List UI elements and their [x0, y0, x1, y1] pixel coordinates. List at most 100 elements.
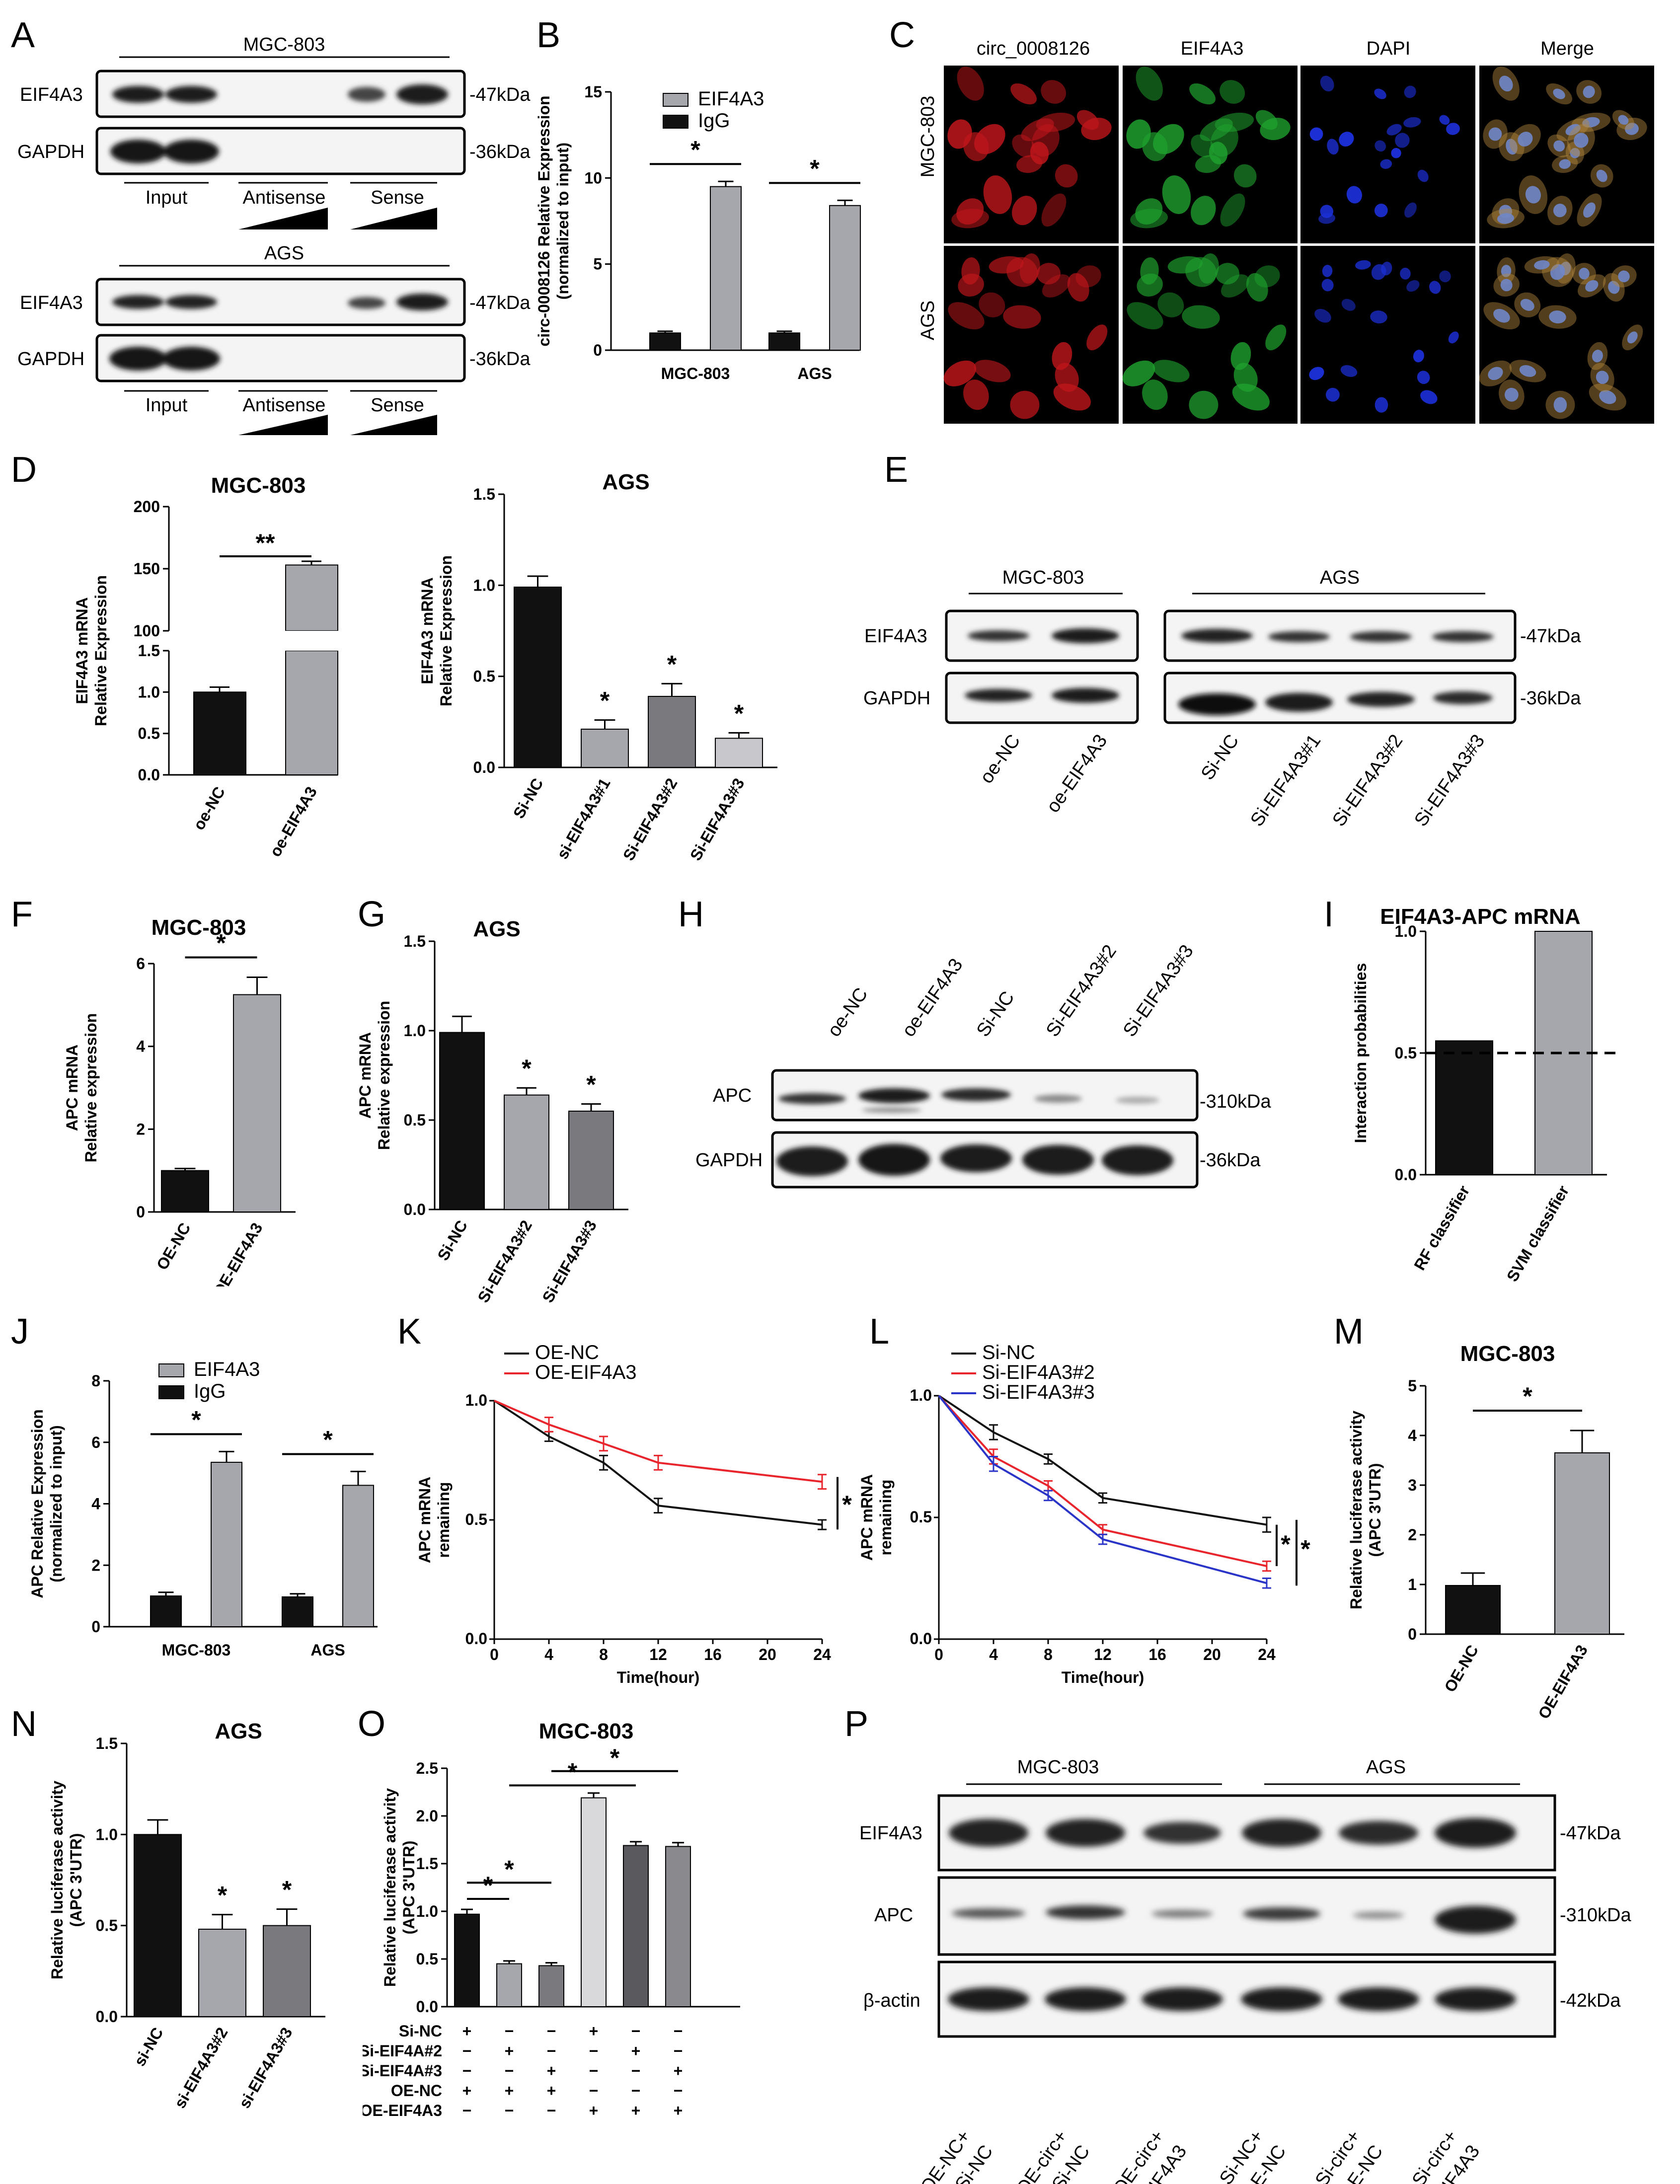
panel-a-mgc-sense-gradient [350, 208, 437, 229]
M-bar [1554, 1452, 1610, 1635]
M-y-tick-label: 5 [1408, 1377, 1417, 1395]
G-y-tick-label: 1.0 [404, 1022, 426, 1040]
K-legend-label: OE-EIF4A3 [535, 1361, 637, 1383]
panel-c-nucleus [1404, 202, 1417, 218]
panel-c-merge-nucleus [1608, 281, 1620, 294]
panel-h-mw1: -310kDa [1200, 1091, 1271, 1112]
G-title: AGS [473, 917, 520, 941]
J-x-tick-label: AGS [310, 1641, 345, 1659]
panel-c-cell [958, 273, 984, 297]
panel-c-cell [1041, 80, 1067, 104]
panel-c-cell [974, 124, 1005, 154]
panel-c-merge-nucleus [1618, 270, 1630, 283]
G-y-axis-label-line: APC mRNA [356, 1032, 374, 1119]
panel-c-cell [1152, 360, 1190, 382]
M-y-tick-label: 4 [1408, 1427, 1417, 1444]
panel-c-merge-nucleus [1579, 268, 1590, 280]
panel-a-mgc-mw2: -36kDa [469, 142, 531, 162]
chart-f: MGC-803 APC mRNARelative expression 0 2 4 6 OE… [63, 915, 296, 1286]
B-y-axis-label-line: (normalized to input) [554, 143, 572, 300]
panel-a-ags-cell-line: AGS [264, 243, 304, 264]
panel-a-ags-lane-antisense: Antisense [243, 395, 326, 416]
B-legend-swatch [663, 93, 688, 107]
F-significance: * [216, 929, 226, 957]
panel-a-ags-sense-gradient [350, 415, 437, 435]
O-condition-mark: − [505, 2062, 514, 2080]
panel-h-lane-2: oe-EIF4A3 [898, 955, 967, 1041]
panel-c-nucleus [1322, 265, 1333, 277]
N-y-tick-label: 1.5 [96, 1734, 118, 1752]
panel-c-nucleus [1314, 308, 1331, 323]
panel-c-cell [1167, 256, 1203, 274]
O-condition-mark: + [674, 2102, 683, 2119]
panel-c-merge-nucleus [1627, 331, 1638, 344]
D2-title: AGS [602, 470, 649, 494]
J-significance: * [191, 1406, 201, 1433]
F-bar [161, 1170, 209, 1213]
panel-h-mw2: -36kDa [1200, 1150, 1261, 1171]
O-condition-mark: − [631, 2082, 641, 2100]
F-x-tick-label: OE-NC [153, 1220, 194, 1273]
J-y-tick-label: 8 [91, 1372, 100, 1390]
O-bar [665, 1846, 691, 2007]
panel-e-left-group: MGC-803 [1002, 567, 1084, 588]
panel-a-mgc-row1: EIF4A3 [20, 84, 83, 105]
panel-p-right-group: AGS [1366, 1757, 1406, 1778]
L-significance: * [1300, 1535, 1310, 1563]
J-bar-eif4a3 [342, 1485, 374, 1627]
chart-o: MGC-803 Relative luciferase activity(APC … [363, 1719, 740, 2119]
D1-y-tick-label: 150 [134, 560, 160, 578]
D1-significance: ** [256, 529, 275, 557]
J-x-tick-label: MGC-803 [162, 1641, 231, 1659]
chart-l: APC mRNAremaining 0.0 0.5 1.0 0 4 8 12 16 20 24 Tim… [858, 1342, 1310, 1686]
J-y-tick-label: 6 [91, 1433, 100, 1451]
panel-c-cell [1031, 124, 1060, 157]
panel-c-merge-nucleus [1525, 186, 1541, 204]
O-y-axis-label-line: Relative luciferase activity [381, 1788, 399, 1987]
B-legend-swatch [663, 115, 688, 129]
J-legend-label: EIF4A3 [194, 1358, 260, 1380]
panel-letter-c: C [889, 15, 915, 55]
O-condition-mark: − [547, 2102, 556, 2119]
panel-a-blots: MGC-803 EIF4A3 GAPDH -47kDa -36kDa Input… [17, 34, 531, 435]
D2-y-axis-label-line: EIF4A3 mRNA [418, 577, 436, 684]
panel-c-merge-nucleus [1553, 140, 1565, 152]
K-y-axis-label-line: remaining [435, 1482, 453, 1558]
O-condition-mark: − [505, 2022, 514, 2040]
I-bar [1534, 931, 1593, 1175]
panel-c-nucleus [1375, 397, 1388, 413]
D2-bar [514, 587, 562, 768]
L-y-axis-label: APC mRNAremaining [858, 1474, 895, 1561]
panel-c-cell [1037, 263, 1061, 285]
panel-c-merge-nucleus [1549, 310, 1566, 324]
chart-g: AGS APC mRNARelative expression 0.0 0.5 1.0 1… [356, 917, 628, 1306]
I-x-tick-label: SVM classifier [1503, 1183, 1573, 1285]
J-legend-swatch [158, 1363, 184, 1377]
B-y-tick-label: 5 [593, 255, 602, 273]
L-y-axis-label-line: APC mRNA [858, 1474, 876, 1561]
N-significance: * [282, 1876, 292, 1904]
panel-c-merge-nucleus [1488, 127, 1502, 141]
panel-letter-b: B [536, 15, 561, 55]
D2-x-tick-label: si-EIF4A3#1 [553, 775, 614, 862]
M-y-tick-label: 3 [1408, 1476, 1417, 1494]
K-x-tick-label: 24 [813, 1646, 831, 1663]
panel-c-merge-nucleus [1499, 75, 1513, 92]
panel-c-nucleus [1439, 115, 1450, 125]
panel-c-merge-nucleus [1553, 204, 1567, 218]
chart-d-ags: AGS EIF4A3 mRNARelative Expression 0.0 0.5 1… [418, 470, 777, 864]
I-y-tick-label: 1.0 [1395, 922, 1417, 940]
G-y-tick-label: 0.5 [404, 1111, 426, 1129]
panel-a-mgc-antisense-gradient [238, 208, 328, 229]
panel-c-nucleus [1318, 213, 1336, 224]
D2-y-tick-label: 1.0 [473, 576, 495, 594]
panel-c-tile-r2-c1 [943, 246, 1119, 424]
panel-c-cell [1233, 164, 1257, 188]
D2-x-tick-label: Si-EIF4A3#3 [687, 775, 748, 864]
panel-a-ags-lane-sense: Sense [371, 395, 424, 416]
K-y-tick-label: 1.0 [465, 1391, 487, 1409]
D1-x-tick-label: oe-NC [190, 784, 229, 833]
panel-c-nucleus [1380, 159, 1392, 169]
M-x-tick-label: OE-EIF4A3 [1534, 1642, 1591, 1719]
D2-y-axis-label: EIF4A3 mRNARelative Expression [418, 555, 455, 706]
